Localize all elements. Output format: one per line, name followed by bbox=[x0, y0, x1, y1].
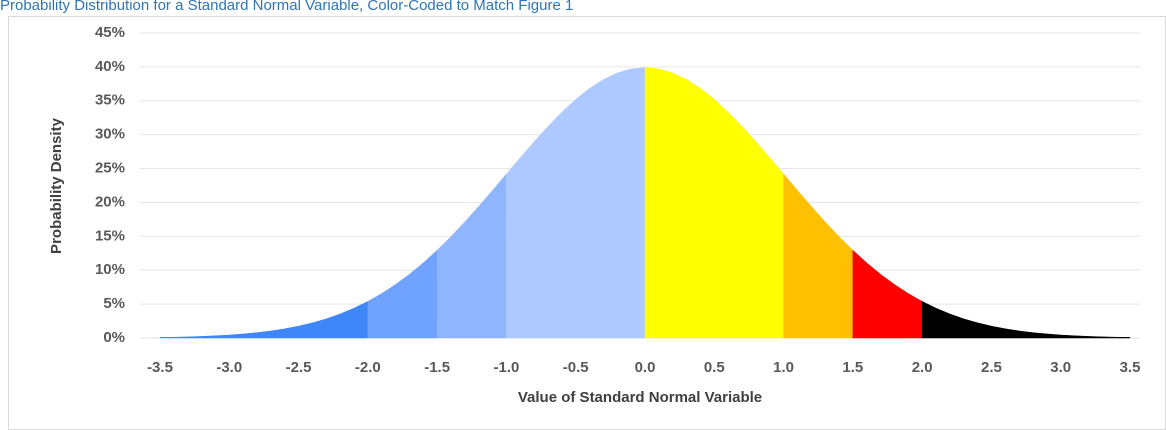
area-segment bbox=[506, 67, 646, 339]
y-tick-label: 20% bbox=[95, 193, 125, 210]
x-tick-label: 1.0 bbox=[773, 359, 794, 376]
x-axis-title: Value of Standard Normal Variable bbox=[518, 389, 762, 406]
x-tick-label: 1.5 bbox=[842, 359, 863, 376]
x-tick-label: -1.5 bbox=[424, 359, 450, 376]
x-tick-label: -2.0 bbox=[355, 359, 381, 376]
area-segment bbox=[921, 300, 1131, 339]
area-segment bbox=[159, 300, 369, 339]
y-tick-label: 15% bbox=[95, 227, 125, 244]
y-tick-label: 25% bbox=[95, 160, 125, 177]
x-tick-label: -3.5 bbox=[147, 359, 173, 376]
x-tick-label: -0.5 bbox=[563, 359, 589, 376]
chart-title: Probability Distribution for a Standard … bbox=[0, 0, 573, 14]
x-tick-label: 0.5 bbox=[704, 359, 725, 376]
y-tick-label: 30% bbox=[95, 126, 125, 143]
x-tick-label: -2.5 bbox=[286, 359, 312, 376]
x-tick-label: 2.5 bbox=[981, 359, 1002, 376]
y-tick-label: 0% bbox=[103, 329, 125, 346]
x-tick-label: 3.0 bbox=[1050, 359, 1071, 376]
y-tick-label: 5% bbox=[103, 295, 125, 312]
y-tick-label: 10% bbox=[95, 261, 125, 278]
y-axis-title: Probability Density bbox=[48, 117, 65, 254]
y-tick-label: 35% bbox=[95, 92, 125, 109]
area-segment bbox=[644, 67, 784, 339]
x-tick-label: 2.0 bbox=[912, 359, 933, 376]
x-tick-label: -3.0 bbox=[216, 359, 242, 376]
x-tick-label: 3.5 bbox=[1120, 359, 1141, 376]
x-tick-label: 0.0 bbox=[635, 359, 656, 376]
y-tick-label: 45% bbox=[95, 24, 125, 41]
y-tick-label: 40% bbox=[95, 58, 125, 75]
x-tick-label: -1.0 bbox=[493, 359, 519, 376]
